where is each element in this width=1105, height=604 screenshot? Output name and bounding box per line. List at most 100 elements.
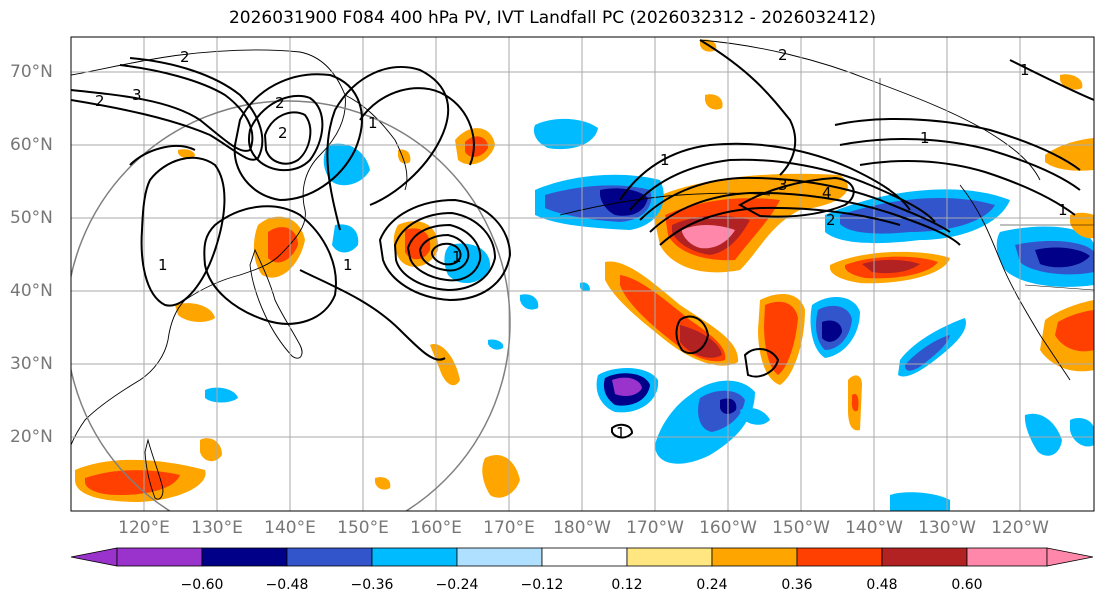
lat-label: 40°N [10,281,53,301]
cold-anomaly [1024,413,1062,456]
lon-label: 120°W [991,518,1049,538]
lon-label: 160°W [699,518,757,538]
warm-anomaly [682,225,735,249]
warm-anomaly [465,136,488,157]
warm-anomaly [680,325,722,358]
colorbar-segment [881,547,968,567]
contour-label: 1 [660,151,670,169]
warm-anomaly [851,393,859,412]
warm-anomaly [85,470,180,495]
warm-anomaly [1055,310,1094,352]
colorbar-segment [70,547,118,567]
colorbar-segment [796,547,883,567]
lon-label: 170°W [626,518,684,538]
japan-coast [249,248,303,359]
colorbar-tick-label: −0.60 [180,577,224,593]
lat-label: 50°N [10,208,53,228]
colorbar-segment [626,547,713,567]
warm-anomaly [764,301,798,375]
colorbar-segment [371,547,458,567]
lat-label: 70°N [10,62,53,82]
contour-label: 1 [1058,201,1068,219]
contour-label: 3 [778,176,788,194]
warm-anomaly [1060,74,1083,90]
cold-anomaly [1070,418,1094,447]
colorbar-tick-label: 0.12 [611,577,643,593]
cold-anomaly [905,335,950,371]
colorbar-tick-label: −0.12 [520,577,564,593]
colorbar-tick-label: 0.36 [781,577,813,593]
colorbar [70,547,1094,567]
colorbar-tick-label: 0.24 [696,577,728,593]
contour-labels: 2 3 2 2 1 2 1 1 1 2 3 4 2 1 1 1 1 1 [95,46,1068,442]
colorbar-tick-label: −0.36 [350,577,394,593]
colorbar-segment [966,547,1048,567]
cold-anomaly [1035,247,1090,268]
map-frame [70,36,1095,512]
alaska-coast [699,39,1041,181]
contour-label: 2 [275,94,285,112]
contour-label: 2 [95,92,105,110]
contour-label: 2 [778,46,788,64]
warm-anomaly [375,477,391,490]
lat-label: 30°N [10,354,53,374]
cold-anomaly [332,224,359,253]
colorbar-segment [456,547,543,567]
contour-label: 2 [826,211,836,229]
contour-label: 1 [343,256,353,274]
contour-label: 1 [158,256,168,274]
warm-anomaly [1070,212,1094,239]
colorbar-segment [711,547,798,567]
warm-anomaly [862,259,920,274]
warm-anomaly [482,454,520,498]
warm-anomaly [178,149,195,159]
cold-anomaly [822,320,842,342]
map-panel: 2 3 2 2 1 2 1 1 1 2 3 4 2 1 1 1 1 1 [71,37,1094,511]
contour-label: 1 [368,114,378,132]
cold-anomaly [444,243,491,284]
warm-anomaly [430,344,460,386]
lon-label: 120°E [118,518,170,538]
lon-label: 130°W [918,518,976,538]
contour-label: 2 [278,124,288,142]
colorbar-tick-label: −0.48 [265,577,309,593]
map-title: 2026031900 F084 400 hPa PV, IVT Landfall… [228,8,876,28]
colorbar-tick-label: 0.48 [866,577,898,593]
lon-label: 150°W [772,518,830,538]
cold-anomaly [740,408,770,425]
cold-anomaly [612,377,642,396]
lon-label: 160°E [410,518,462,538]
lon-label: 180°W [553,518,611,538]
pv-contours [71,39,1094,439]
cold-anomaly [488,339,504,350]
colorbar-segment [541,547,628,567]
colorbar-segment [201,547,288,567]
philippines-coast [144,438,164,500]
warm-anomaly [705,94,723,110]
contour-label: 1 [452,248,462,266]
contour-label: 1 [920,129,930,147]
colorbar-segment [286,547,373,567]
cold-anomaly [205,387,238,403]
lat-label: 60°N [10,135,53,155]
cold-anomaly [1045,138,1094,171]
lat-label: 20°N [10,427,53,447]
lon-label: 170°E [483,518,535,538]
lon-label: 140°W [845,518,903,538]
na-west-coast [959,184,1071,381]
colorbar-tick-label: −0.24 [435,577,479,593]
warm-anomaly [175,303,215,322]
contour-label: 4 [822,184,832,202]
warm-anomaly [405,228,431,260]
contour-label: 2 [180,48,190,66]
colorbar-tick-label: 0.60 [951,577,983,593]
landfall-circle [71,100,511,511]
colorbar-segment [116,547,203,567]
cold-anomaly [890,492,950,511]
lon-label: 150°E [337,518,389,538]
asia-coast [71,49,346,446]
contour-label: 1 [1020,61,1030,79]
cold-anomaly [520,294,539,310]
contour-label: 3 [132,86,142,104]
